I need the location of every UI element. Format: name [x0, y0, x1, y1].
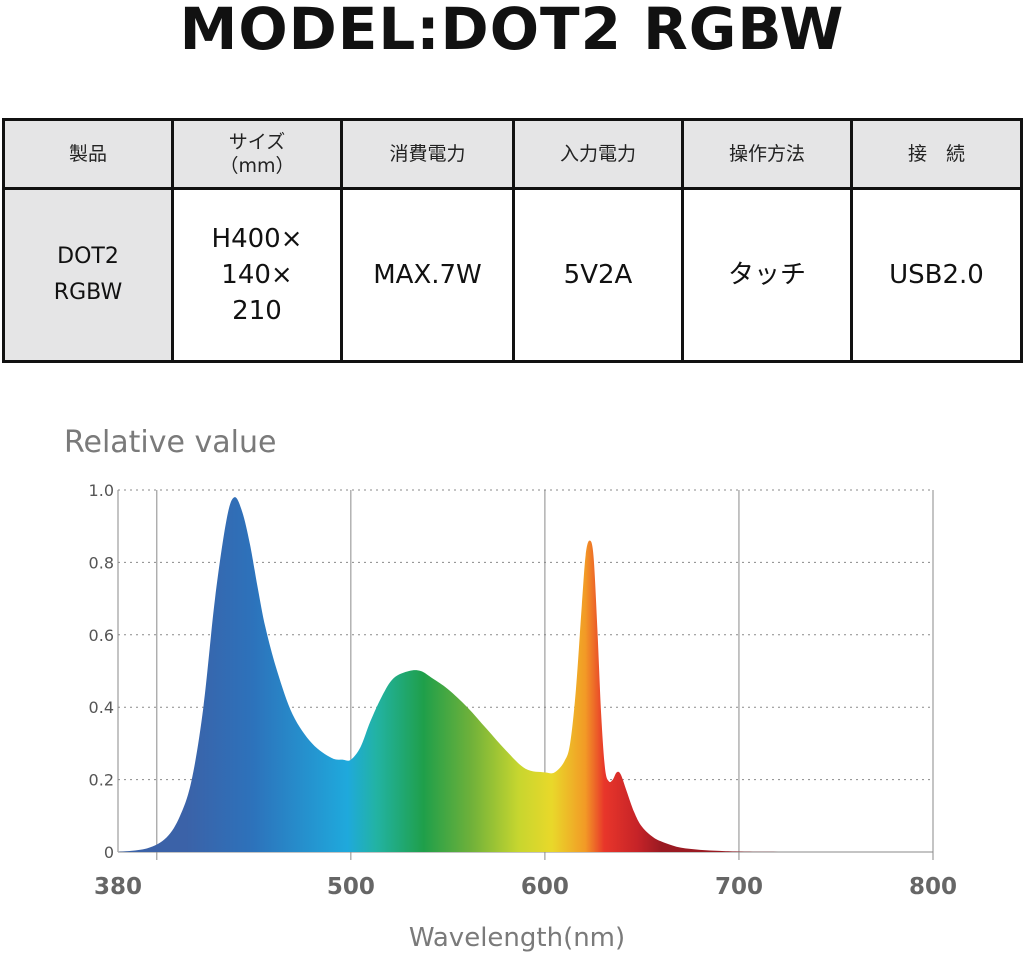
spec-header-row: 製品 サイズ （mm） 消費電力 入力電力 操作方法 接 続 [2, 118, 1023, 190]
y-axis-title: Relative value [64, 425, 276, 460]
cell-line: 消費電力 [389, 143, 466, 165]
header-size: サイズ （mm） [171, 118, 343, 190]
x-tick-label: 700 [715, 874, 763, 900]
y-tick-labels: 0 0.2 0.4 0.6 0.8 1.0 [89, 481, 114, 862]
cell-line: タッチ [727, 260, 806, 290]
y-tick-label: 0 [104, 843, 114, 862]
x-tick-label: 800 [909, 874, 957, 900]
header-input-power: 入力電力 [512, 118, 684, 190]
cell-line: MAX.7W [373, 260, 482, 290]
spectrum-chart: Relative value 0 0.2 0.4 0.6 0.8 1.0 380 500 60… [64, 425, 957, 953]
x-tick-label: 380 [94, 874, 142, 900]
header-power-consumption: 消費電力 [340, 118, 515, 190]
page-title: MODEL:DOT2 RGBW [179, 0, 845, 63]
header-connection: 接 続 [850, 118, 1023, 190]
x-tick-labels: 380 500 600 700 800 [94, 874, 957, 900]
cell-line: 140× [221, 260, 293, 290]
value-power-consumption: MAX.7W [340, 187, 515, 363]
cell-line: 入力電力 [559, 143, 636, 165]
spec-value-row: DOT2 RGBW H400× 140× 210 MAX.7W 5V2A タッチ US… [2, 187, 1023, 363]
y-tick-label: 0.8 [89, 553, 114, 572]
cell-line: （mm） [219, 155, 295, 177]
cell-line: H400× [211, 224, 303, 254]
header-product: 製品 [2, 118, 174, 190]
header-operation: 操作方法 [681, 118, 853, 190]
x-tick-label: 500 [327, 874, 375, 900]
value-connection: USB2.0 [850, 187, 1023, 363]
cell-line: 210 [232, 296, 282, 326]
value-product: DOT2 RGBW [2, 187, 174, 363]
x-tick-label: 600 [521, 874, 569, 900]
cell-line: 操作方法 [728, 143, 805, 165]
y-tick-label: 0.4 [89, 698, 114, 717]
cell-line: RGBW [53, 280, 123, 305]
spectrum-area [118, 497, 933, 852]
cell-line: DOT2 [57, 244, 119, 269]
x-axis-title: Wavelength(nm) [409, 923, 625, 953]
value-size: H400× 140× 210 [171, 187, 343, 363]
y-tick-label: 1.0 [89, 481, 114, 500]
cell-line: 5V2A [563, 260, 633, 290]
cell-line: サイズ [228, 131, 286, 153]
cell-line: USB2.0 [889, 260, 984, 290]
value-operation: タッチ [681, 187, 853, 363]
spec-table: 製品 サイズ （mm） 消費電力 入力電力 操作方法 接 続 DOT2 RGBW H… [2, 118, 1023, 363]
cell-line: 製品 [68, 143, 107, 165]
cell-line: 接 続 [907, 143, 965, 165]
value-input-power: 5V2A [512, 187, 684, 363]
y-tick-label: 0.2 [89, 771, 114, 790]
y-tick-label: 0.6 [89, 626, 114, 645]
